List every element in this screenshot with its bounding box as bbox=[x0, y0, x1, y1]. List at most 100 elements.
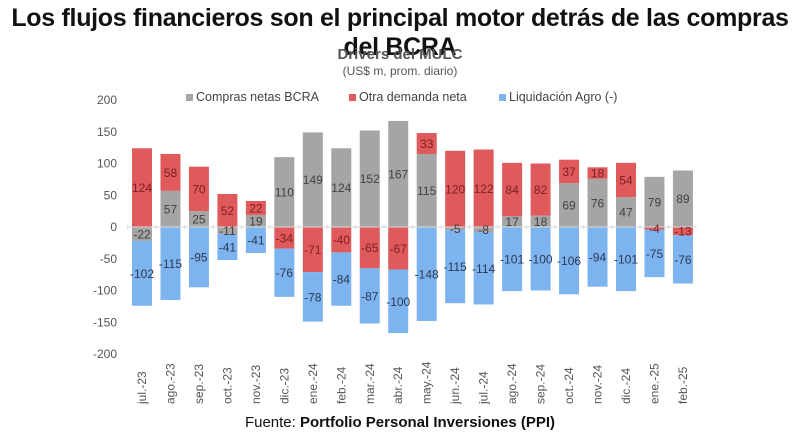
data-label-liquidacion-agro: -106 bbox=[557, 254, 581, 268]
bar-compras-netas bbox=[245, 214, 266, 227]
x-tick-label: abr.-24 bbox=[391, 366, 405, 404]
bar-liquidacion-agro bbox=[160, 227, 181, 301]
chart-legend: Compras netas BCRA Otra demanda neta Liq… bbox=[0, 90, 800, 106]
legend-label-compras-netas: Compras netas BCRA bbox=[196, 90, 319, 104]
data-label-liquidacion-agro: -101 bbox=[500, 253, 524, 267]
bar-otra-demanda bbox=[132, 148, 152, 227]
data-label-compras-netas: 19 bbox=[249, 214, 263, 228]
bar-liquidacion-agro bbox=[473, 232, 494, 305]
data-label-liquidacion-agro: -76 bbox=[276, 266, 294, 280]
legend-label-liquidacion-agro: Liquidación Agro (-) bbox=[509, 90, 618, 104]
bar-liquidacion-agro bbox=[530, 227, 551, 291]
bar-otra-demanda bbox=[188, 166, 209, 212]
legend-swatch-compras-netas bbox=[186, 93, 193, 101]
bar-liquidacion-agro bbox=[302, 272, 323, 322]
bar-otra-demanda bbox=[473, 149, 494, 227]
x-tick-label: jul.-23 bbox=[135, 371, 149, 405]
y-tick-label: 50 bbox=[104, 188, 118, 202]
bar-compras-netas bbox=[530, 215, 551, 227]
bar-otra-demanda bbox=[445, 150, 466, 227]
y-axis: 200 150 100 50 0 -50 -100 -150 -200 bbox=[93, 93, 117, 361]
source-prefix: Fuente: bbox=[244, 414, 300, 431]
x-tick-label: mar.-24 bbox=[363, 363, 377, 404]
source-name: Portfolio Personal Inversiones (PPI) bbox=[299, 414, 556, 431]
x-tick-label: ago.-24 bbox=[505, 363, 519, 404]
bar-otra-demanda bbox=[160, 153, 181, 191]
legend-swatch-otra-demanda bbox=[349, 93, 356, 101]
x-tick-label: sep.-23 bbox=[192, 364, 206, 404]
data-label-liquidacion-agro: -115 bbox=[444, 260, 467, 274]
legend-item-compras-netas: Compras netas BCRA bbox=[186, 90, 319, 104]
data-label-otra-demanda: 22 bbox=[249, 201, 263, 215]
bar-compras-netas bbox=[388, 120, 409, 227]
bar-compras-netas bbox=[160, 190, 181, 227]
data-label-liquidacion-agro: -148 bbox=[415, 267, 439, 281]
bar-compras-netas bbox=[587, 178, 608, 227]
bar-otra-demanda bbox=[388, 227, 409, 270]
data-label-liquidacion-agro: -95 bbox=[190, 251, 208, 265]
data-label-otra-demanda: -67 bbox=[390, 242, 408, 256]
bar-liquidacion-agro bbox=[672, 235, 693, 284]
legend-label-otra-demanda: Otra demanda neta bbox=[359, 90, 467, 104]
data-label-compras-netas: 47 bbox=[619, 206, 633, 220]
legend-item-liquidacion-agro: Liquidación Agro (-) bbox=[499, 90, 617, 104]
data-label-otra-demanda: 124 bbox=[132, 181, 152, 195]
bar-liquidacion-agro bbox=[132, 240, 152, 306]
data-label-liquidacion-agro: -78 bbox=[304, 290, 322, 304]
data-label-otra-demanda: -34 bbox=[276, 231, 294, 245]
data-label-otra-demanda: 84 bbox=[505, 183, 519, 197]
data-label-otra-demanda: -40 bbox=[333, 233, 351, 247]
bar-labels: -22124-1025758-1152570-95-1152-411922-41… bbox=[130, 137, 692, 309]
data-label-otra-demanda: 37 bbox=[562, 165, 576, 179]
bar-liquidacion-agro bbox=[587, 227, 608, 287]
data-label-compras-netas: 167 bbox=[388, 167, 408, 181]
data-label-compras-netas: 124 bbox=[331, 181, 351, 195]
data-label-compras-netas: 18 bbox=[534, 215, 548, 229]
bar-otra-demanda bbox=[502, 162, 523, 217]
x-tick-label: dic.-24 bbox=[619, 368, 633, 404]
bar-compras-netas bbox=[416, 153, 437, 227]
bar-compras-netas bbox=[274, 157, 295, 227]
data-label-compras-netas: 57 bbox=[164, 202, 178, 216]
data-label-compras-netas: 149 bbox=[303, 173, 323, 187]
y-tick-label: -100 bbox=[93, 284, 117, 298]
bar-liquidacion-agro bbox=[245, 227, 266, 254]
y-tick-label: 100 bbox=[97, 157, 117, 171]
data-label-liquidacion-agro: -41 bbox=[247, 234, 265, 248]
data-label-liquidacion-agro: -100 bbox=[386, 295, 410, 309]
x-tick-label: nov.-24 bbox=[591, 365, 605, 404]
data-label-compras-netas: 79 bbox=[648, 195, 662, 209]
bar-compras-netas bbox=[331, 148, 352, 227]
bar-otra-demanda bbox=[672, 227, 693, 236]
bar-liquidacion-agro bbox=[559, 227, 580, 295]
data-label-otra-demanda: 18 bbox=[591, 167, 605, 181]
bar-liquidacion-agro bbox=[644, 229, 665, 278]
data-label-liquidacion-agro: -41 bbox=[219, 241, 237, 255]
legend-item-otra-demanda: Otra demanda neta bbox=[349, 90, 467, 104]
bar-otra-demanda bbox=[530, 163, 551, 216]
x-tick-label: may.-24 bbox=[420, 361, 434, 404]
data-label-compras-netas: 69 bbox=[562, 199, 576, 213]
data-label-liquidacion-agro: -76 bbox=[674, 253, 692, 267]
x-tick-label: oct.-23 bbox=[220, 367, 234, 404]
data-label-otra-demanda: 122 bbox=[474, 182, 494, 196]
bar-liquidacion-agro bbox=[359, 268, 380, 324]
bar-compras-netas bbox=[217, 227, 238, 234]
data-label-liquidacion-agro: -84 bbox=[333, 273, 351, 287]
data-label-liquidacion-agro: -94 bbox=[589, 250, 607, 264]
bar-liquidacion-agro bbox=[188, 227, 209, 288]
data-label-compras-netas: 25 bbox=[192, 213, 206, 227]
data-label-otra-demanda: 52 bbox=[221, 204, 235, 218]
data-label-otra-demanda: 54 bbox=[619, 174, 633, 188]
data-label-liquidacion-agro: -75 bbox=[646, 247, 664, 261]
bar-compras-netas bbox=[473, 227, 494, 233]
data-label-compras-netas: 76 bbox=[591, 196, 605, 210]
bar-liquidacion-agro bbox=[445, 230, 466, 304]
data-label-otra-demanda: 120 bbox=[445, 182, 465, 196]
data-label-liquidacion-agro: -115 bbox=[159, 257, 182, 271]
bar-otra-demanda bbox=[644, 227, 665, 230]
bar-compras-netas bbox=[559, 183, 580, 227]
data-label-otra-demanda: 58 bbox=[164, 166, 178, 180]
bar-otra-demanda bbox=[587, 167, 608, 179]
